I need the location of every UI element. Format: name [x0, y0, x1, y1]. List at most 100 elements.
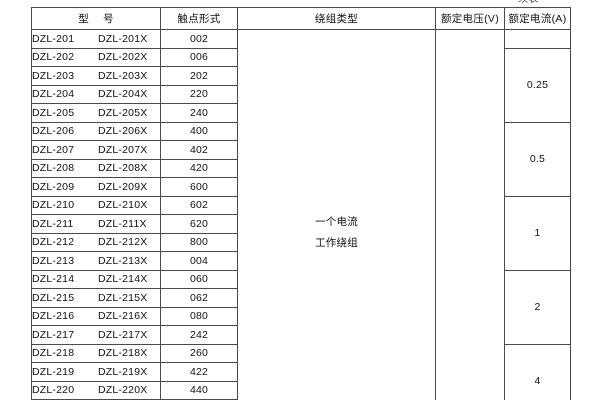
model-code-variant: DZL-208X [98, 162, 148, 175]
table-row: DZL-201 DZL-201X 002 一个电流 工作绕组 [31, 29, 571, 400]
model-code-variant: DZL-220X [98, 384, 148, 397]
cell-winding-type: 一个电流 工作绕组 [237, 29, 436, 400]
model-code-variant: DZL-202X [98, 51, 148, 64]
table-row: DZL-218 DZL-218X 260 4 [31, 343, 571, 400]
table-row: DZL-202 DZL-202X 006 0.25 [31, 47, 571, 123]
cell-model: DZL-216 DZL-216X [31, 306, 161, 326]
model-code-primary: DZL-213 [32, 254, 75, 267]
cell-model: DZL-215 DZL-215X [31, 288, 161, 308]
table-row: DZL-207 DZL-207X 402 [31, 140, 571, 160]
model-code-primary: DZL-204 [32, 88, 75, 101]
table-row: DZL-219 DZL-219X 422 [31, 362, 571, 382]
model-code-primary: DZL-203 [32, 69, 75, 82]
cell-contact-form: 260 [160, 343, 238, 363]
cell-contact-form: 220 [160, 84, 238, 104]
cell-model: DZL-211 DZL-211X [31, 214, 161, 234]
cell-contact-form: 004 [160, 251, 238, 271]
table-row: DZL-211 DZL-211X 620 [31, 214, 571, 234]
column-header-contact-form: 触点形式 [160, 7, 238, 30]
cell-model: DZL-205 DZL-205X [31, 103, 161, 123]
table-row: DZL-215 DZL-215X 062 [31, 288, 571, 308]
cell-rated-current: 1 [504, 195, 571, 271]
model-code-primary: DZL-206 [32, 125, 75, 138]
cell-rated-voltage [435, 29, 505, 400]
model-code-variant: DZL-215X [98, 291, 148, 304]
model-code-primary: DZL-217 [32, 328, 75, 341]
table-row: DZL-205 DZL-205X 240 [31, 103, 571, 123]
model-code-primary: DZL-212 [32, 236, 75, 249]
table-row: DZL-216 DZL-216X 080 [31, 306, 571, 326]
table-row: DZL-204 DZL-204X 220 [31, 84, 571, 104]
cell-model: DZL-202 DZL-202X [31, 47, 161, 67]
cell-contact-form: 420 [160, 158, 238, 178]
model-code-primary: DZL-214 [32, 273, 75, 286]
model-code-variant: DZL-205X [98, 106, 148, 119]
model-code-variant: DZL-219X [98, 365, 148, 378]
model-code-variant: DZL-211X [98, 217, 147, 230]
model-code-variant: DZL-206X [98, 125, 148, 138]
table-row: DZL-210 DZL-210X 602 1 [31, 195, 571, 271]
cell-model: DZL-214 DZL-214X [31, 269, 161, 289]
table-row: DZL-208 DZL-208X 420 [31, 158, 571, 178]
cell-model: DZL-217 DZL-217X [31, 325, 161, 345]
table-row: DZL-209 DZL-209X 600 [31, 177, 571, 197]
cell-contact-form: 400 [160, 121, 238, 141]
cell-contact-form: 202 [160, 66, 238, 86]
column-header-rated-current: 额定电流(A) [504, 7, 571, 30]
cell-model: DZL-201 DZL-201X [31, 29, 161, 49]
cell-contact-form: 402 [160, 140, 238, 160]
spec-table-container: 型号 触点形式 绕组类型 额定电压(V) 额定电流(A) DZL-201 DZL-… [31, 7, 571, 400]
column-header-winding-type: 绕组类型 [237, 7, 436, 30]
model-code-primary: DZL-208 [32, 162, 75, 175]
column-header-model-part-b: 号 [103, 13, 114, 25]
model-code-variant: DZL-213X [98, 254, 148, 267]
cell-model: DZL-203 DZL-203X [31, 66, 161, 86]
model-code-primary: DZL-219 [32, 365, 75, 378]
model-code-variant: DZL-214X [98, 273, 148, 286]
table-row: DZL-220 DZL-220X 440 [31, 380, 571, 400]
model-code-primary: DZL-211 [32, 217, 74, 230]
cell-rated-current: 2 [504, 269, 571, 345]
cell-model: DZL-204 DZL-204X [31, 84, 161, 104]
cell-rated-current: 4 [504, 343, 571, 400]
cell-model: DZL-210 DZL-210X [31, 195, 161, 215]
cell-contact-form: 620 [160, 214, 238, 234]
model-code-primary: DZL-202 [32, 51, 75, 64]
continued-table-caption: 续表 [518, 0, 539, 5]
column-header-rated-voltage: 额定电压(V) [435, 7, 505, 30]
table-row: DZL-206 DZL-206X 400 0.5 [31, 121, 571, 197]
cell-contact-form: 422 [160, 362, 238, 382]
cell-contact-form: 800 [160, 232, 238, 252]
model-code-variant: DZL-201X [98, 32, 148, 45]
table-row: DZL-217 DZL-217X 242 [31, 325, 571, 345]
table-row: DZL-212 DZL-212X 800 [31, 232, 571, 252]
cell-rated-current: 0.25 [504, 47, 571, 123]
cell-contact-form: 080 [160, 306, 238, 326]
cell-contact-form: 240 [160, 103, 238, 123]
winding-type-line-2: 工作绕组 [315, 237, 358, 249]
model-code-variant: DZL-203X [98, 69, 148, 82]
cell-contact-form: 600 [160, 177, 238, 197]
model-code-primary: DZL-218 [32, 347, 75, 360]
winding-type-line-1: 一个电流 [315, 216, 358, 228]
cell-contact-form: 006 [160, 47, 238, 67]
table-row: DZL-213 DZL-213X 004 [31, 251, 571, 271]
cell-rated-current-empty [504, 29, 571, 49]
model-code-primary: DZL-205 [32, 106, 75, 119]
model-code-variant: DZL-207X [98, 143, 148, 156]
cell-model: DZL-208 DZL-208X [31, 158, 161, 178]
model-code-variant: DZL-216X [98, 310, 148, 323]
model-code-primary: DZL-216 [32, 310, 75, 323]
model-code-variant: DZL-217X [98, 328, 148, 341]
table-row: DZL-203 DZL-203X 202 [31, 66, 571, 86]
cell-model: DZL-213 DZL-213X [31, 251, 161, 271]
cell-model: DZL-219 DZL-219X [31, 362, 161, 382]
cell-model: DZL-209 DZL-209X [31, 177, 161, 197]
header-row: 型号 触点形式 绕组类型 额定电压(V) 额定电流(A) [31, 7, 571, 30]
model-code-variant: DZL-204X [98, 88, 148, 101]
column-header-model: 型号 [31, 7, 161, 30]
cell-contact-form: 242 [160, 325, 238, 345]
cell-contact-form: 002 [160, 29, 238, 49]
model-code-variant: DZL-209X [98, 180, 148, 193]
